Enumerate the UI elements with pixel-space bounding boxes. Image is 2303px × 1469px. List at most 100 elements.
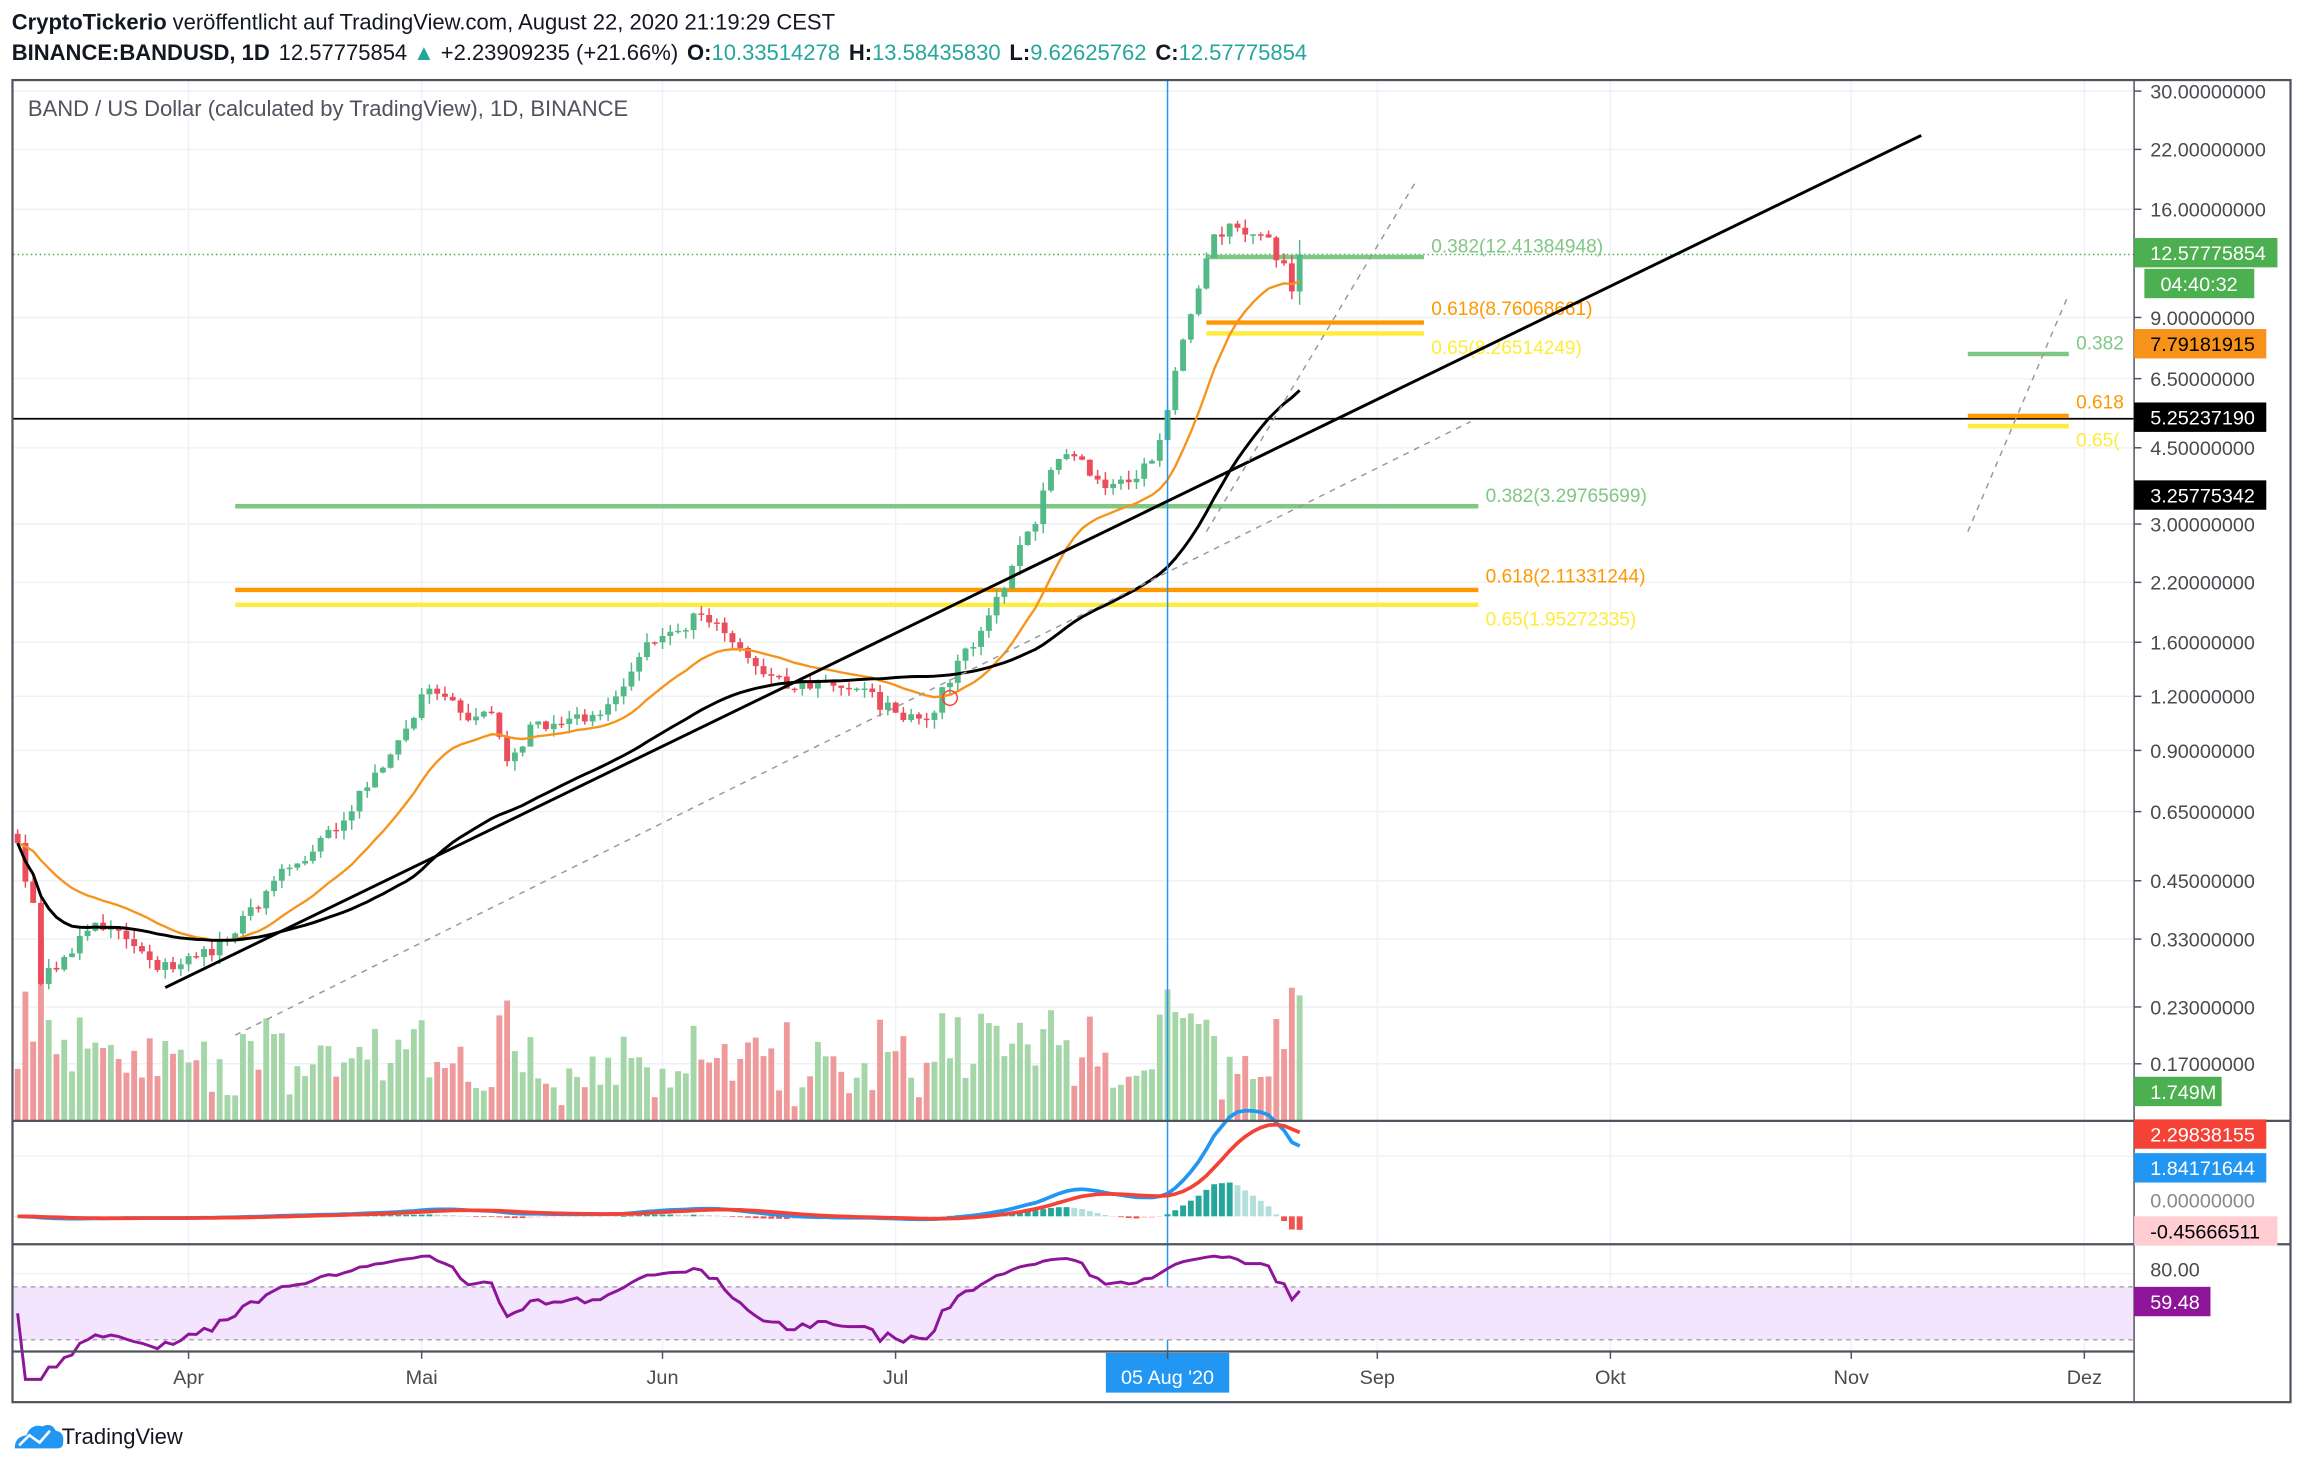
volume-bar — [224, 1095, 231, 1121]
macd-histogram-bar — [589, 1216, 596, 1218]
candle-body — [892, 702, 899, 713]
macd-histogram-bar — [1180, 1205, 1187, 1217]
price-tick-label: 6.50000000 — [2150, 369, 2255, 391]
circle-marker — [941, 689, 959, 706]
candle-body — [1288, 263, 1295, 292]
volume-bar — [92, 1042, 99, 1121]
candle-body — [162, 962, 169, 970]
trendline — [234, 421, 1471, 1036]
fib-level-label: 0.382 — [2076, 334, 2124, 355]
volume-bar — [410, 1029, 417, 1121]
candle-body — [721, 622, 728, 634]
macd-histogram-bar — [1164, 1214, 1171, 1217]
price-label-ema: 7.79181915 — [2150, 334, 2255, 356]
volume-bar — [1242, 1055, 1249, 1121]
candle-body — [830, 681, 837, 686]
volume-bar — [37, 937, 44, 1121]
price-axis-labels: 0.00000000 80.00 12.57775854 04:40:32 7.7918… — [2134, 237, 2278, 1317]
candle-body — [527, 724, 534, 747]
volume-bar — [667, 1087, 674, 1121]
price-label-box — [2134, 1153, 2267, 1183]
volume-bar — [915, 1097, 922, 1121]
price-axis[interactable]: 30.00000000 22.00000000 16.00000000 9.00000… — [2134, 81, 2266, 1076]
drawings[interactable]: 0.382(3.29765699) 0.618(2.11331244) 0.65(1… — [13, 237, 2135, 631]
volume-bar — [659, 1068, 666, 1121]
macd-histogram-bar — [387, 1215, 394, 1217]
macd-histogram-bar — [760, 1216, 767, 1219]
tradingview-logo[interactable]: TradingView — [14, 1424, 183, 1449]
candle-body — [659, 636, 666, 643]
volume-bar — [970, 1063, 977, 1121]
price-tick-label: 0.23000000 — [2150, 997, 2255, 1019]
fib-level-label: 0.618(2.11331244) — [1486, 567, 1646, 588]
volume-bar — [923, 1062, 930, 1121]
crosshair-date-box — [1105, 1352, 1230, 1393]
low-label: L: — [1009, 40, 1030, 65]
volume-bar — [675, 1071, 681, 1121]
candle-body — [667, 631, 674, 637]
macd-histogram-bar — [1172, 1210, 1179, 1217]
volume-bar — [993, 1025, 1000, 1121]
volume-bar — [232, 1095, 239, 1121]
candle-body — [30, 881, 37, 903]
volume-bar — [1203, 1019, 1210, 1121]
price-tick-label: 0.17000000 — [2150, 1054, 2255, 1076]
macd-histogram-bar — [783, 1216, 790, 1219]
volume-bar — [348, 1058, 355, 1121]
candle-body — [286, 867, 293, 870]
volume-bar — [333, 1076, 340, 1121]
volume-bar — [752, 1037, 759, 1121]
fib-level-label: 0.65(1.95272335) — [1486, 609, 1637, 630]
time-tick-label: Nov — [1834, 1367, 1869, 1389]
macd-histogram-bar — [628, 1215, 635, 1217]
volume-bar — [884, 1052, 891, 1121]
candle-body — [496, 712, 503, 737]
macd-histogram-bar — [1242, 1190, 1249, 1217]
macd-histogram-bar — [403, 1214, 410, 1217]
candle-body — [1257, 234, 1264, 236]
sma-line — [16, 389, 1301, 942]
time-axis[interactable]: Apr Mai Jun Jul 05 Aug '20 Sep Okt Nov Dez — [173, 1351, 2102, 1393]
volume-bar — [830, 1056, 837, 1121]
volume-bar — [418, 1020, 425, 1121]
candle-body — [853, 688, 860, 691]
price-tick-label: 0.90000000 — [2150, 741, 2255, 763]
candle-body — [1281, 260, 1288, 264]
price-label-box — [2144, 268, 2255, 299]
macd-histogram-bar — [1218, 1183, 1225, 1217]
volume-bar — [1016, 1022, 1023, 1121]
candle-body — [1180, 339, 1187, 371]
macd-histogram-bar — [465, 1216, 472, 1217]
volume-bar — [30, 1041, 37, 1121]
candle-body — [1273, 237, 1280, 261]
candle-body — [651, 642, 658, 644]
candle-body — [915, 714, 922, 719]
candle-body — [263, 891, 270, 909]
author[interactable]: CryptoTickerio — [12, 9, 167, 34]
trendlines[interactable] — [164, 80, 2070, 1352]
candle-body — [768, 674, 775, 676]
candle-body — [589, 714, 596, 722]
price-tick-label: 0.33000000 — [2150, 929, 2255, 951]
candle-body — [846, 687, 852, 690]
candle-body — [628, 671, 635, 687]
candle-body — [240, 915, 246, 934]
candle-body — [1071, 454, 1078, 457]
trendline — [1205, 180, 1417, 533]
volume-bar — [379, 1080, 386, 1121]
macd-histogram-bar — [442, 1214, 448, 1217]
candle-body — [535, 721, 542, 725]
volume-bar — [566, 1068, 573, 1121]
candle-body — [480, 711, 487, 717]
candle-body — [69, 953, 75, 957]
candle-body — [278, 868, 285, 881]
candle-body — [884, 702, 891, 710]
volume-bar — [1009, 1043, 1016, 1121]
candle-body — [908, 714, 915, 720]
candle-body — [247, 907, 254, 916]
candle-body — [1117, 479, 1124, 484]
volume-bar — [1234, 1073, 1241, 1121]
macd-histogram-bar — [1257, 1200, 1264, 1217]
volume-bar — [791, 1106, 798, 1121]
